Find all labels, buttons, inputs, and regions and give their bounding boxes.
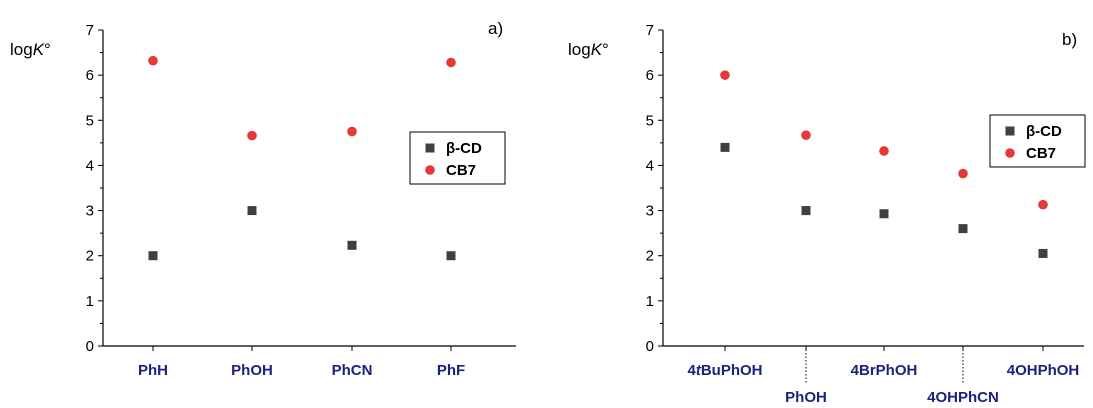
legend-marker-square xyxy=(425,143,435,153)
y-tick-label: 7 xyxy=(646,22,654,39)
y-tick-label: 5 xyxy=(646,112,654,129)
data-point-betacd xyxy=(879,209,889,219)
data-point-betacd xyxy=(347,240,357,250)
legend: β-CD CB7 xyxy=(989,114,1086,168)
data-point-betacd xyxy=(720,142,730,152)
y-tick-label: 7 xyxy=(86,22,94,39)
data-point-cb7 xyxy=(347,126,357,137)
y-tick-label: 1 xyxy=(646,293,654,310)
y-tick-label: 6 xyxy=(646,67,654,84)
data-point-betacd xyxy=(247,206,257,216)
legend-box xyxy=(409,131,506,185)
y-tick-label: 4 xyxy=(646,157,654,174)
chart-panel-b: 0 1 2 3 4 5 6 7 logK° b) 4tBuPhOH PhOH 4BrPhOH 4OHPhC… xyxy=(568,22,1086,406)
y-tick-label: 2 xyxy=(646,248,654,265)
data-point-cb7 xyxy=(247,130,257,141)
data-point-betacd xyxy=(148,251,158,261)
y-tick-label: 2 xyxy=(86,248,94,265)
y-tick-label: 3 xyxy=(86,203,94,220)
x-tick-label: PhOH xyxy=(785,389,827,406)
x-tick-label: 4OHPhOH xyxy=(1007,362,1080,379)
data-point-betacd xyxy=(446,251,456,261)
legend-label: CB7 xyxy=(1026,145,1056,162)
data-point-cb7 xyxy=(1038,199,1048,210)
x-tick-label: 4OHPhCN xyxy=(927,389,999,406)
legend-box xyxy=(989,114,1086,168)
data-point-cb7 xyxy=(801,130,811,140)
x-tick-label: PhF xyxy=(437,362,465,379)
x-tick-label: 4tBuPhOH xyxy=(687,362,762,379)
panel-label: b) xyxy=(1062,30,1077,49)
x-tick-label: 4BrPhOH xyxy=(851,362,918,379)
data-point-betacd xyxy=(801,206,811,216)
legend-marker-circle xyxy=(1005,148,1015,158)
legend: β-CD CB7 xyxy=(409,131,506,185)
panel-label: a) xyxy=(488,19,503,38)
x-tick-label: PhCN xyxy=(332,362,373,379)
data-point-cb7 xyxy=(446,57,456,68)
y-axis-label: logK° xyxy=(568,40,609,59)
y-tick-label: 5 xyxy=(86,112,94,129)
data-point-betacd xyxy=(958,224,968,234)
data-point-cb7 xyxy=(720,70,730,80)
x-tick-label: PhH xyxy=(138,362,168,379)
y-tick-label: 0 xyxy=(646,338,654,355)
legend-label: CB7 xyxy=(446,162,476,179)
legend-marker-circle xyxy=(425,165,435,175)
y-tick-label: 1 xyxy=(86,293,94,310)
legend-label: β-CD xyxy=(1026,123,1062,140)
y-axis-label: logK° xyxy=(10,40,51,59)
y-tick-label: 6 xyxy=(86,67,94,84)
chart-panel-a: 0 1 2 3 4 5 6 7 logK° a) PhH PhOH PhCN PhF β-CD CB7 xyxy=(10,19,516,379)
data-point-cb7 xyxy=(958,168,968,179)
legend-marker-square xyxy=(1005,126,1015,136)
y-tick-label: 4 xyxy=(86,157,94,174)
y-tick-label: 0 xyxy=(86,338,94,355)
data-point-cb7 xyxy=(148,55,158,66)
data-point-betacd xyxy=(1038,248,1048,258)
data-point-cb7 xyxy=(879,146,889,156)
y-tick-label: 3 xyxy=(646,203,654,220)
legend-label: β-CD xyxy=(446,140,482,157)
x-tick-label: PhOH xyxy=(231,362,273,379)
